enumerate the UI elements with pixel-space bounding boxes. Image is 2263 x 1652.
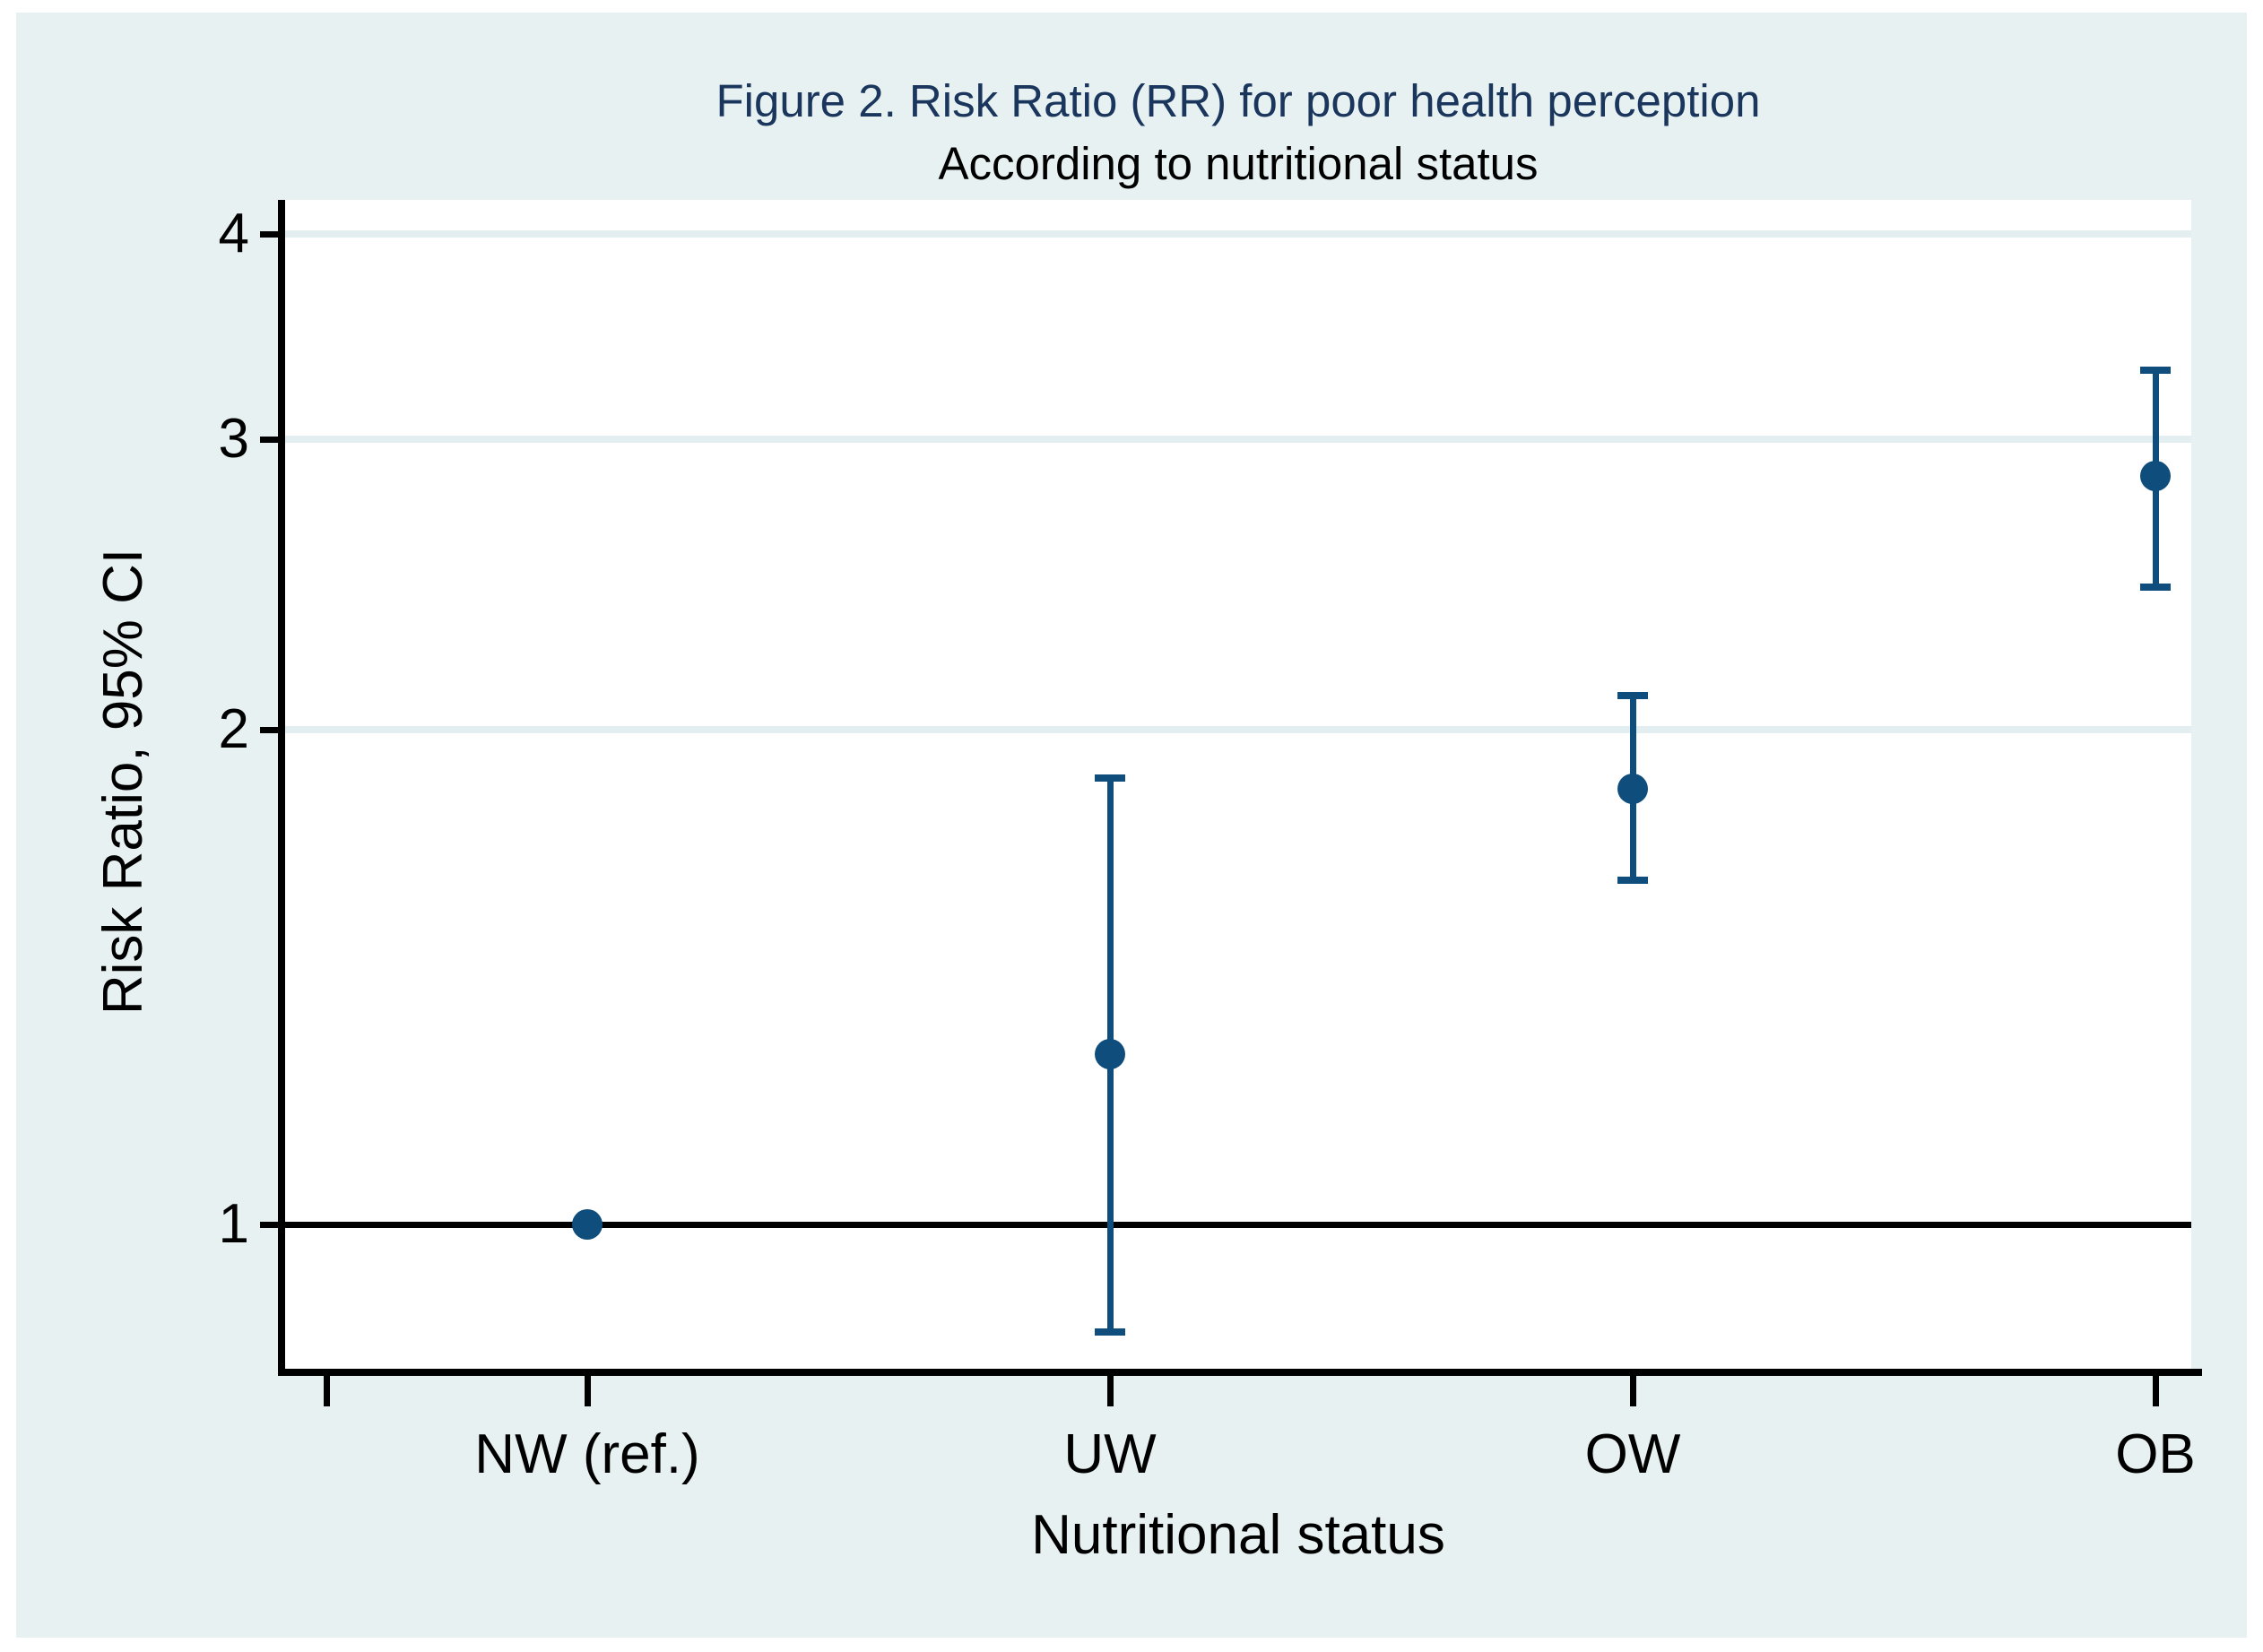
x-axis-title: Nutritional status [1031,1504,1445,1566]
x-category-label: OB [2115,1423,2196,1485]
y-tick-label: 1 [218,1193,249,1255]
y-axis-title: Risk Ratio, 95% CI [92,548,154,1016]
y-tick-label: 2 [218,698,249,760]
y-tick-label: 3 [218,408,249,470]
y-axis-line [278,200,285,1376]
x-edge-tick [324,1372,330,1406]
ci-cap-top [2140,367,2171,374]
ci-cap-bottom [2140,584,2171,591]
x-tick [1630,1372,1636,1406]
data-point-marker [1617,774,1648,804]
figure-title: Figure 2. Risk Ratio (RR) for poor healt… [715,75,1761,126]
x-tick [2153,1372,2159,1406]
gridline [285,230,2191,238]
ci-cap-top [1095,774,1125,782]
gridline [285,726,2191,733]
ci-cap-top [1617,692,1648,699]
x-tick [585,1372,591,1406]
data-point-marker [572,1209,603,1240]
figure-subtitle: According to nutritional status [938,138,1539,189]
data-point-marker [1095,1039,1125,1069]
y-tick [260,437,285,443]
x-category-label: NW (ref.) [474,1423,700,1485]
gridline [285,436,2191,443]
x-category-label: OW [1584,1423,1681,1485]
ci-cap-bottom [1617,877,1648,884]
y-tick-label: 4 [218,203,249,264]
x-tick [1107,1372,1114,1406]
y-tick [260,727,285,733]
x-axis-line [278,1369,2202,1376]
x-category-label: UW [1063,1423,1157,1485]
y-tick [260,231,285,238]
ci-cap-bottom [1095,1328,1125,1336]
data-point-marker [2140,461,2171,491]
plot-area [285,200,2191,1372]
y-tick [260,1222,285,1228]
reference-line [285,1222,2191,1228]
